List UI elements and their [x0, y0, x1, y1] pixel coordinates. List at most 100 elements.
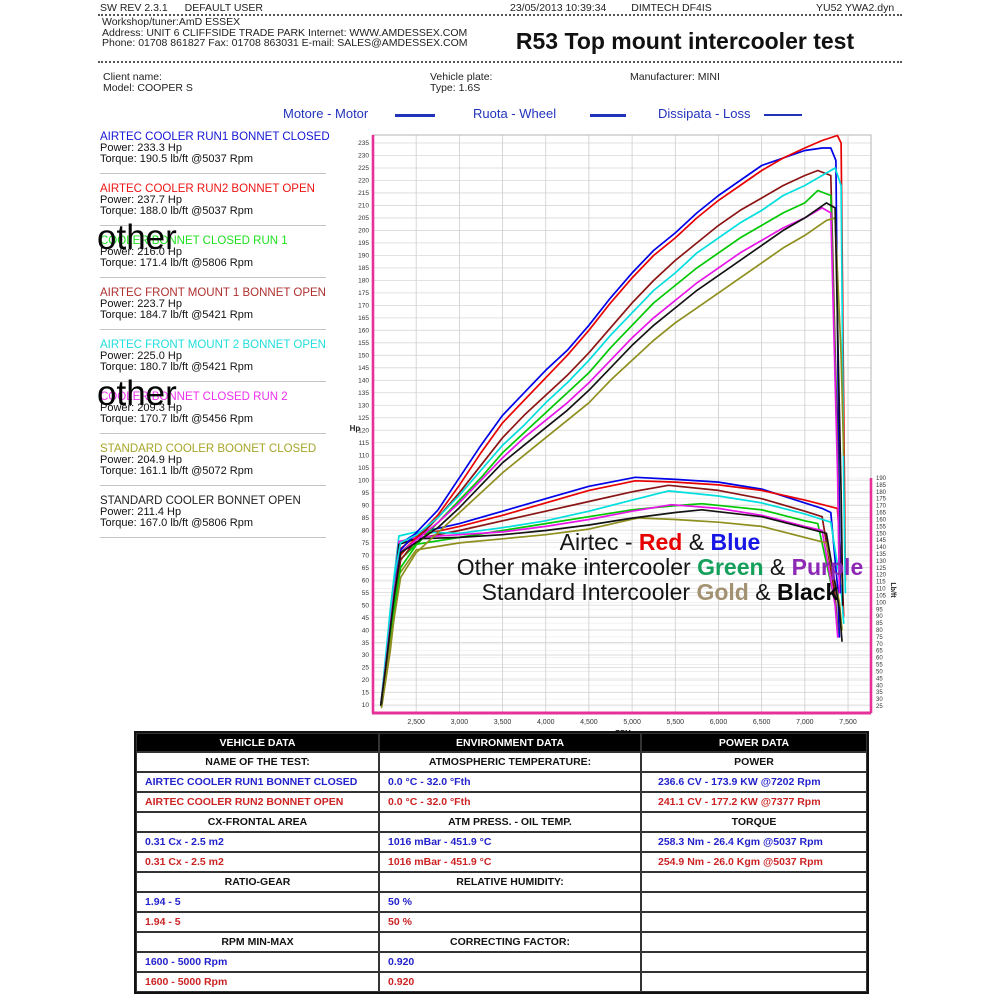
chart-annotation: Airtec - Red & Blue Other make intercoole…	[420, 530, 900, 605]
user-name: DEFAULT USER	[184, 2, 264, 14]
other-overlay-text: other	[97, 218, 177, 257]
separator-line	[98, 14, 902, 16]
hp-tick-label: 175	[358, 290, 369, 297]
hp-tick-label: 185	[358, 265, 369, 272]
hp-tick-label: 50	[362, 602, 370, 609]
table-cell	[641, 872, 867, 892]
torque-tick-label: 35	[876, 690, 883, 696]
torque-tick-label: 25	[876, 704, 883, 710]
legend-wheel-line	[590, 114, 626, 117]
table-cell: 1.94 - 5	[136, 912, 379, 932]
run-title: COOLER BONNET CLOSED RUN 1 other	[97, 218, 288, 257]
annotation-line: Airtec - Red & Blue	[420, 530, 900, 555]
workshop-contact: Phone: 01708 861827 Fax: 01708 863031 E-…	[102, 37, 468, 49]
software-version: SW REV 2.3.1	[100, 2, 168, 14]
hp-tick-label: 205	[358, 215, 369, 222]
torque-tick-label: 40	[876, 683, 883, 689]
annotation-segment: &	[682, 529, 711, 555]
hp-tick-label: 75	[362, 540, 370, 547]
hp-tick-label: 80	[362, 527, 370, 534]
torque-tick-label: 95	[876, 607, 883, 613]
workshop-tuner: Workshop/tuner:AmD ESSEX	[102, 16, 241, 28]
torque-tick-label: 160	[876, 517, 887, 523]
torque-tick-label: 55	[876, 663, 883, 669]
table-cell: NAME OF THE TEST:	[136, 752, 379, 772]
table-cell: 241.1 CV - 177.2 KW @7377 Rpm	[641, 792, 867, 812]
hp-tick-label: 195	[358, 240, 369, 247]
annotation-line: Other make intercooler Green & Purple	[420, 555, 900, 580]
annotation-segment: Gold	[696, 579, 749, 605]
legend-loss: Dissipata - Loss	[658, 106, 751, 121]
legend-wheel: Ruota - Wheel	[473, 106, 557, 121]
run-title: COOLER BONNET CLOSED RUN 2 other	[97, 374, 288, 413]
power-curve	[379, 147, 842, 706]
annotation-segment: Green	[697, 554, 764, 580]
annotation-segment: Airtec -	[559, 529, 639, 555]
hp-tick-label: 130	[358, 402, 369, 409]
run-separator	[100, 537, 326, 538]
table-cell: AIRTEC COOLER RUN2 BONNET OPEN	[136, 792, 379, 812]
vehicle-block: Vehicle plate: Type: 1.6S	[430, 72, 492, 94]
table-cell: 0.920	[379, 972, 641, 992]
table-cell: AIRTEC COOLER RUN1 BONNET CLOSED	[136, 772, 379, 792]
run-torque: Torque: 170.7 lb/ft @5456 Rpm	[100, 412, 254, 425]
rpm-tick-label: 5,000	[623, 719, 641, 726]
annotation-segment: Purple	[791, 554, 864, 580]
dyno-file-name: YU52 YWA2.dyn	[816, 2, 895, 14]
hp-tick-label: 135	[358, 390, 369, 397]
table-cell: 1.94 - 5	[136, 892, 379, 912]
run-separator	[100, 485, 326, 486]
table-cell: RATIO-GEAR	[136, 872, 379, 892]
client-name-label: Client name:	[103, 71, 162, 83]
run-title: STANDARD COOLER BOONET CLOSED	[100, 443, 317, 455]
run-separator	[100, 329, 326, 330]
table-cell: TORQUE	[641, 812, 867, 832]
run-title: AIRTEC FRONT MOUNT 2 BONNET OPEN	[100, 339, 326, 351]
data-table: VEHICLE DATA ENVIRONMENT DATA POWER DATA NA…	[134, 731, 869, 994]
torque-tick-label: 65	[876, 649, 883, 655]
hp-tick-label: 180	[358, 278, 369, 285]
run-power: Power: 225.0 Hp	[100, 350, 182, 362]
table-cell: POWER DATA	[641, 733, 867, 752]
table-cell: 0.0 °C - 32.0 °Fth	[379, 792, 641, 812]
workshop-info: Workshop/tuner:AmD ESSEX Address: UNIT 6…	[102, 17, 468, 49]
table-cell	[641, 892, 867, 912]
hp-tick-label: 95	[362, 490, 370, 497]
hp-tick-label: 215	[358, 190, 369, 197]
torque-tick-label: 85	[876, 621, 883, 627]
rpm-tick-label: 5,500	[667, 719, 685, 726]
hp-tick-label: 230	[358, 153, 369, 160]
table-cell: 1016 mBar - 451.9 °C	[379, 852, 641, 872]
run-title: AIRTEC FRONT MOUNT 1 BONNET OPEN	[100, 287, 326, 299]
hp-tick-label: 15	[362, 690, 370, 697]
legend-motor-line	[395, 114, 435, 117]
annotation-segment: &	[748, 579, 777, 605]
hp-tick-label: 40	[362, 627, 370, 634]
run-torque: Torque: 190.5 lb/ft @5037 Rpm	[100, 152, 254, 165]
annotation-segment: &	[763, 554, 792, 580]
power-curve	[379, 167, 847, 706]
torque-tick-label: 170	[876, 504, 887, 510]
rpm-tick-label: 2,500	[407, 719, 425, 726]
table-cell: ATM PRESS. - OIL TEMP.	[379, 812, 641, 832]
hp-tick-label: 150	[358, 353, 369, 360]
hp-tick-label: 85	[362, 515, 370, 522]
table-cell: 1600 - 5000 Rpm	[136, 972, 379, 992]
power-curve	[379, 189, 841, 706]
run-summary: COOLER BONNET CLOSED RUN 1 other Power: 21…	[97, 218, 334, 287]
power-curve	[379, 207, 841, 706]
hp-tick-label: 210	[358, 203, 369, 210]
torque-tick-label: 175	[876, 497, 887, 503]
torque-tick-label: 80	[876, 628, 883, 634]
hp-tick-label: 105	[358, 465, 369, 472]
run-separator	[100, 381, 326, 382]
rpm-tick-label: 7,500	[839, 719, 857, 726]
torque-tick-label: 30	[876, 697, 883, 703]
table-cell: POWER	[641, 752, 867, 772]
hp-tick-label: 90	[362, 502, 370, 509]
hp-tick-label: 200	[358, 228, 369, 235]
manufacturer-label: Manufacturer: MINI	[630, 71, 720, 83]
rpm-tick-label: 3,500	[494, 719, 512, 726]
vehicle-plate-label: Vehicle plate:	[430, 71, 493, 83]
run-power: Power: 211.4 Hp	[100, 506, 182, 518]
